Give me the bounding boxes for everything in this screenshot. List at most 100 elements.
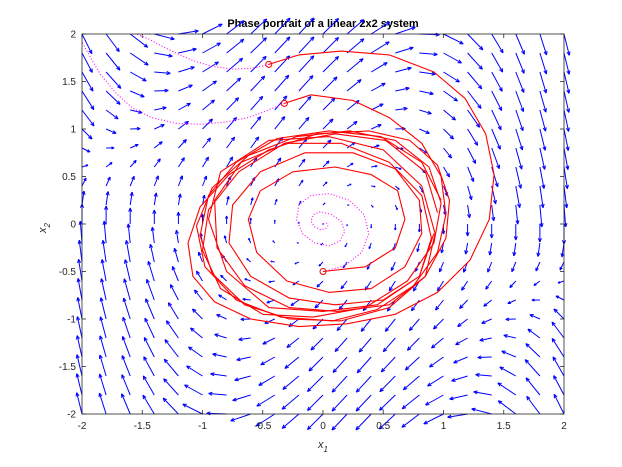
vector-arrow: [218, 294, 227, 301]
vector-arrow: [563, 109, 570, 132]
vector-arrow-head: [229, 156, 233, 160]
vector-arrow: [401, 413, 420, 428]
vector-arrow: [129, 176, 135, 187]
vector-arrow-head: [389, 288, 393, 292]
vector-arrow: [216, 314, 227, 320]
vector-arrow: [461, 280, 469, 291]
vector-arrow: [515, 52, 525, 74]
vector-arrow: [395, 26, 416, 35]
vector-arrow: [282, 375, 300, 390]
vector-arrow-head: [331, 408, 336, 412]
vector-arrow-head: [542, 203, 545, 208]
vector-arrow-head: [301, 158, 306, 162]
vector-arrow: [99, 354, 107, 377]
vector-arrow-head: [128, 207, 131, 212]
vector-arrow: [178, 121, 189, 130]
vector-arrow-head: [471, 408, 476, 412]
vector-arrow: [346, 121, 358, 130]
vector-arrow-head: [443, 230, 446, 235]
vector-arrow: [142, 375, 155, 396]
vector-arrow: [154, 52, 173, 57]
vector-arrow: [526, 396, 541, 415]
vector-arrow: [154, 124, 165, 130]
vector-arrow: [503, 334, 516, 339]
vector-arrow: [184, 384, 203, 396]
vector-arrow: [214, 333, 227, 339]
vector-arrow: [202, 156, 209, 168]
vector-arrow-head: [342, 266, 346, 269]
vector-arrow-head: [458, 59, 462, 64]
vector-arrow: [453, 356, 468, 364]
vector-arrow: [465, 242, 469, 255]
vector-arrow-head: [429, 365, 434, 368]
vector-arrow: [525, 377, 541, 396]
vector-arrow: [449, 394, 468, 400]
vector-arrow: [105, 128, 117, 134]
vector-arrow-head: [129, 191, 133, 196]
vector-arrow-head: [543, 184, 546, 189]
vector-arrow: [81, 177, 87, 187]
vector-arrow: [308, 356, 324, 372]
vector-arrow-head: [180, 157, 185, 161]
vector-arrow: [226, 117, 237, 130]
vector-arrow: [194, 289, 203, 301]
vector-arrow: [121, 374, 131, 396]
vector-arrow-head: [165, 320, 168, 325]
vector-arrow: [202, 23, 223, 35]
vector-arrow: [535, 261, 541, 272]
vector-arrow: [202, 118, 213, 130]
vector-arrow-head: [212, 80, 217, 83]
vector-arrow-head: [385, 21, 390, 24]
vector-arrow: [177, 193, 181, 206]
vector-arrow-head: [299, 200, 302, 203]
vector-arrow-head: [143, 77, 147, 82]
vector-arrow: [515, 166, 522, 189]
vector-arrow-head: [290, 304, 295, 307]
vector-arrow: [264, 318, 276, 324]
vector-arrow: [497, 382, 517, 396]
vector-arrow: [539, 185, 544, 208]
vector-arrow-head: [270, 260, 273, 263]
vector-arrow: [177, 175, 183, 187]
y-tick-label: 1: [70, 125, 76, 136]
vector-arrow-head: [124, 240, 127, 245]
vector-arrow-head: [416, 248, 420, 253]
vector-arrow-head: [210, 373, 215, 377]
vector-arrow: [76, 354, 83, 377]
vector-arrow-head: [260, 75, 265, 79]
vector-arrow-head: [568, 108, 571, 113]
vector-arrow: [81, 90, 95, 110]
vector-arrow-head: [566, 203, 569, 208]
vector-arrow: [515, 90, 524, 112]
vector-arrow-head: [208, 118, 213, 121]
vector-arrow: [250, 55, 267, 73]
vector-arrow: [539, 204, 543, 227]
vector-arrow: [298, 158, 306, 168]
vector-arrow: [563, 52, 570, 75]
vector-arrow: [395, 67, 412, 73]
vector-arrow: [338, 299, 348, 310]
vector-arrow-head: [537, 252, 541, 257]
vector-arrow-head: [509, 285, 513, 289]
vector-arrow: [153, 175, 159, 187]
vector-arrow-head: [194, 29, 199, 32]
vector-arrow-head: [405, 368, 410, 371]
vector-arrow: [473, 391, 492, 396]
vector-arrow-head: [403, 106, 408, 109]
vector-arrow: [77, 297, 83, 320]
vector-arrow: [539, 33, 548, 56]
vector-arrow-head: [76, 297, 79, 302]
vector-field: [75, 17, 571, 431]
vector-arrow-head: [387, 308, 391, 312]
vector-arrow: [202, 80, 217, 92]
vector-arrow: [403, 375, 420, 391]
vector-arrow: [433, 318, 444, 330]
vector-arrow-head: [356, 390, 361, 393]
vector-arrow: [76, 316, 83, 339]
vector-arrow-head: [227, 176, 231, 180]
vector-arrow: [316, 280, 324, 288]
axis-ticks: [81, 33, 565, 415]
vector-arrow: [256, 413, 276, 427]
vector-arrow: [435, 299, 444, 311]
vector-arrow: [76, 392, 83, 415]
